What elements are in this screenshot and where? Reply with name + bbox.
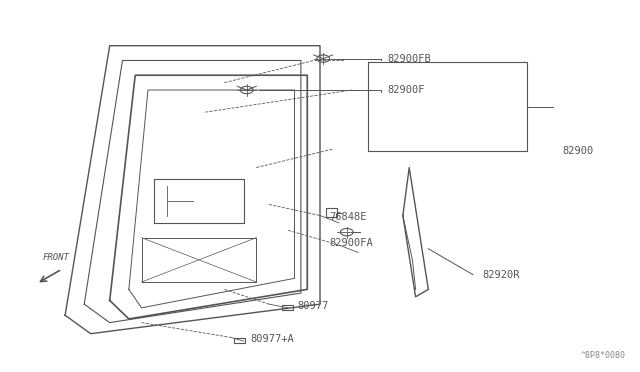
Text: 80977+A: 80977+A [250, 334, 294, 344]
Text: 82900F: 82900F [387, 85, 424, 95]
Bar [326, 208, 337, 217]
Bar [234, 338, 246, 343]
Text: 82900: 82900 [562, 146, 593, 156]
Text: 82900FA: 82900FA [330, 238, 373, 248]
Text: ^8P8*0080: ^8P8*0080 [581, 350, 626, 359]
Text: 82920R: 82920R [483, 270, 520, 280]
Text: 82900FB: 82900FB [387, 54, 431, 64]
Text: FRONT: FRONT [42, 253, 69, 262]
Bar [282, 305, 293, 310]
Text: 76848E: 76848E [330, 212, 367, 222]
Text: 80977: 80977 [298, 301, 329, 311]
